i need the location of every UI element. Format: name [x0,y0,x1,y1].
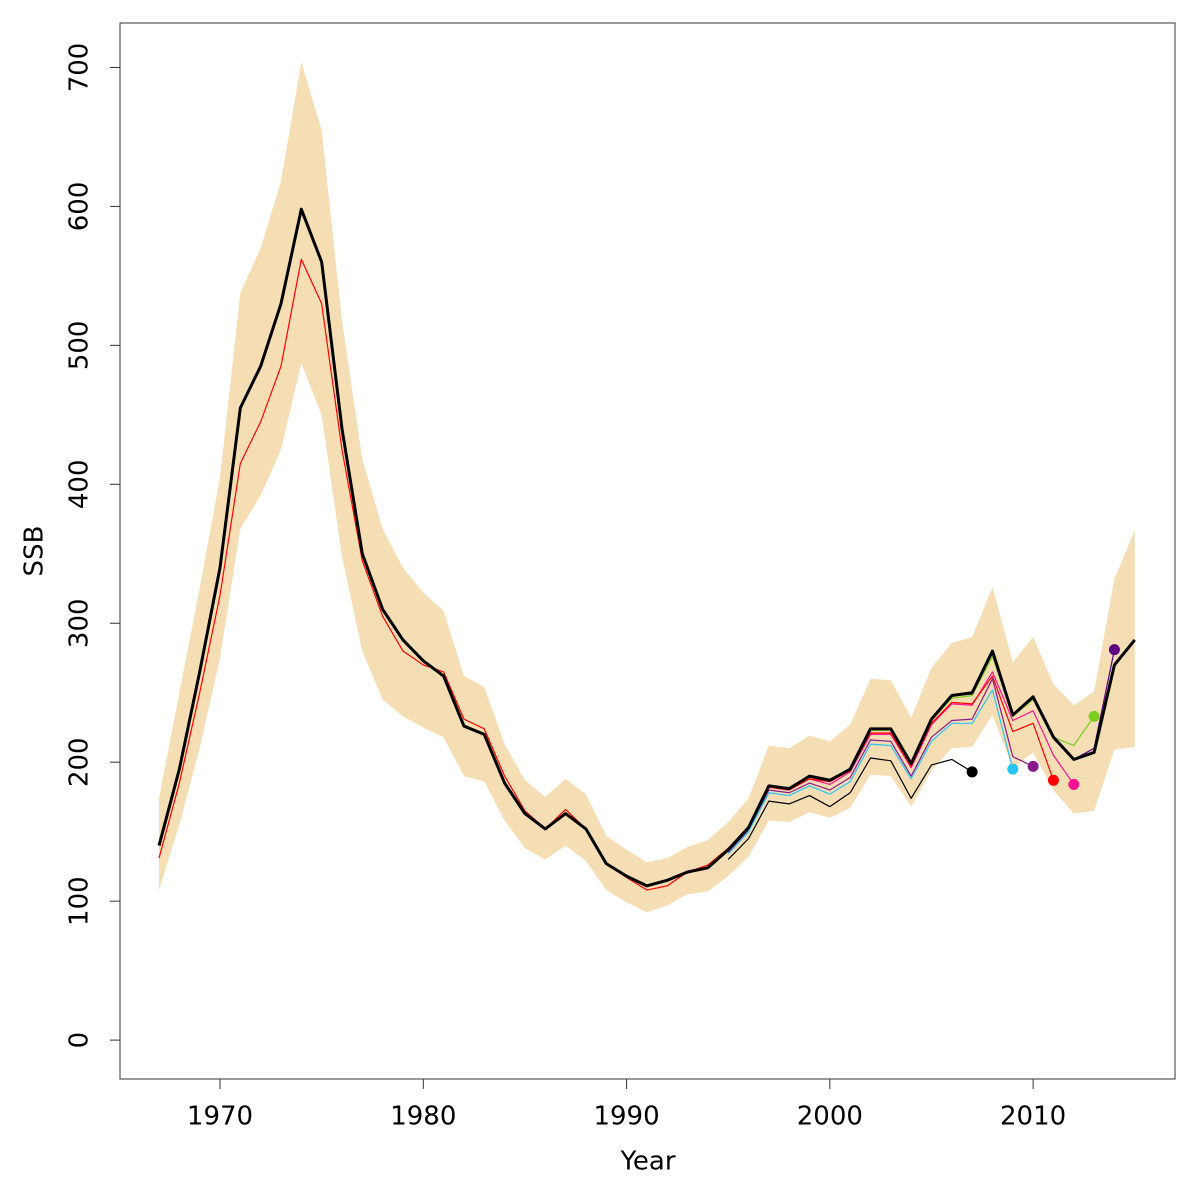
main-line [157,207,1136,888]
end-point [1027,760,1039,772]
end-point [1088,710,1100,722]
end-point [1068,778,1080,790]
y-tick-label: 500 [65,321,95,371]
retro-line [727,689,1014,855]
end-point [1007,763,1019,775]
x-axis-label: Year [619,1147,675,1177]
x-tick-label: 2000 [797,1102,863,1132]
x-tick-label: 2010 [1000,1102,1066,1132]
y-tick-label: 700 [65,43,95,93]
y-tick-label: 200 [65,737,95,787]
x-tick-label: 1980 [390,1102,456,1132]
y-tick-label: 400 [65,459,95,509]
end-point [1047,774,1059,786]
y-tick-label: 600 [65,182,95,232]
retro-line [727,678,1034,853]
confidence-band [159,61,1135,913]
y-axis-label: SSB [20,526,50,577]
retro-line [727,757,973,860]
y-tick-label: 100 [65,876,95,926]
x-tick-label: 1990 [593,1102,659,1132]
plot-frame [119,22,1176,1080]
end-point [966,766,978,778]
end-point [1108,644,1120,656]
y-tick-label: 0 [65,1032,95,1049]
x-tick-label: 1970 [187,1102,253,1132]
y-tick-label: 300 [65,598,95,648]
